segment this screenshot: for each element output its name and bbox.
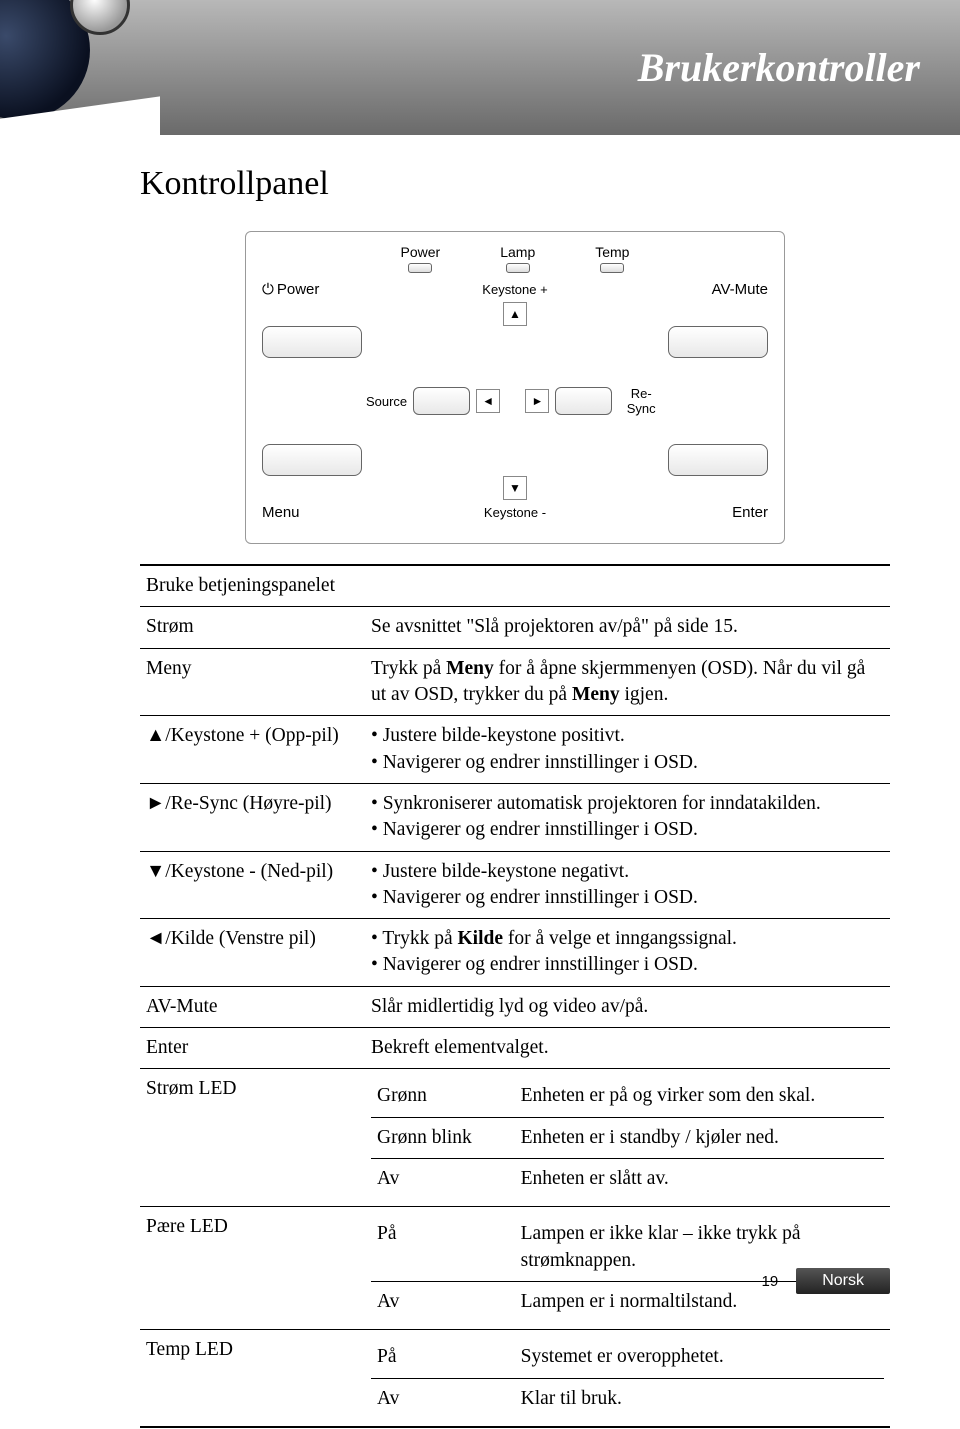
row-desc: • Justere bilde-keystone negativt. • Nav… (365, 851, 890, 919)
arrow-up-icon: ▲ (503, 302, 527, 326)
row-label: Meny (140, 648, 365, 716)
table-row: Temp LED PåSystemet er overopphetet. AvK… (140, 1330, 890, 1427)
led-icon (600, 263, 624, 273)
page-footer: 19 Norsk (762, 1268, 890, 1294)
diagram-label-power: Power (262, 281, 372, 298)
led-label-temp: Temp (595, 244, 629, 260)
arrow-down-icon: ▼ (503, 476, 527, 500)
table-row: Enter Bekreft elementvalget. (140, 1028, 890, 1069)
diagram-button-icon (262, 326, 362, 358)
diagram-label-avmute: AV-Mute (658, 281, 768, 298)
diagram-label-enter: Enter (658, 504, 768, 521)
led-icon (408, 263, 432, 273)
table-row: Meny Trykk på Meny for å åpne skjermmeny… (140, 648, 890, 716)
row-label: ▲/Keystone + (Opp-pil) (140, 716, 365, 784)
diagram-label-menu: Menu (262, 504, 372, 521)
page-header-title: Brukerkontroller (638, 44, 920, 91)
table-row: ◄/Kilde (Venstre pil) • Trykk på Kilde f… (140, 919, 890, 987)
header-band: Brukerkontroller (0, 0, 960, 135)
arrow-right-icon: ► (525, 389, 549, 413)
control-panel-diagram: Power Lamp Temp Power Keystone + AV-Mute… (245, 231, 785, 544)
row-label: Temp LED (140, 1330, 365, 1427)
diagram-button-icon (668, 326, 768, 358)
diagram-button-icon (668, 444, 768, 476)
row-desc: • Trykk på Kilde for å velge et inngangs… (365, 919, 890, 987)
row-desc: Trykk på Meny for å åpne skjermmenyen (O… (365, 648, 890, 716)
led-label-power: Power (401, 244, 441, 260)
row-label: Pære LED (140, 1207, 365, 1330)
table-header: Bruke betjeningspanelet (140, 565, 890, 607)
led-label-lamp: Lamp (500, 244, 535, 260)
table-row: ▼/Keystone - (Ned-pil) • Justere bilde-k… (140, 851, 890, 919)
diagram-button-icon (555, 387, 612, 415)
lens-decoration (0, 0, 160, 135)
info-table: Bruke betjeningspanelet Strøm Se avsnitt… (140, 564, 890, 1428)
row-label: Strøm LED (140, 1069, 365, 1207)
language-tab: Norsk (796, 1268, 890, 1294)
table-row: ▲/Keystone + (Opp-pil) • Justere bilde-k… (140, 716, 890, 784)
diagram-label-source: Source (366, 394, 407, 409)
row-desc: Slår midlertidig lyd og video av/på. (365, 986, 890, 1027)
table-row: Strøm LED GrønnEnheten er på og virker s… (140, 1069, 890, 1207)
led-icon (506, 263, 530, 273)
row-label: ◄/Kilde (Venstre pil) (140, 919, 365, 987)
diagram-label-keystone-minus: Keystone - (372, 505, 658, 520)
arrow-left-icon: ◄ (476, 389, 500, 413)
diagram-button-icon (262, 444, 362, 476)
table-row: ►/Re-Sync (Høyre-pil) • Synkroniserer au… (140, 783, 890, 851)
row-desc: Se avsnittet "Slå projektoren av/på" på … (365, 607, 890, 648)
diagram-label-keystone-plus: Keystone + (372, 282, 658, 297)
row-label: Enter (140, 1028, 365, 1069)
row-label: AV-Mute (140, 986, 365, 1027)
diagram-button-icon (413, 387, 470, 415)
row-label: ►/Re-Sync (Høyre-pil) (140, 783, 365, 851)
table-row: AV-Mute Slår midlertidig lyd og video av… (140, 986, 890, 1027)
row-label: ▼/Keystone - (Ned-pil) (140, 851, 365, 919)
diagram-label-resync: Re-Sync (618, 386, 664, 416)
page-number: 19 (762, 1273, 779, 1290)
row-desc: • Synkroniserer automatisk projektoren f… (365, 783, 890, 851)
row-desc: Bekreft elementvalget. (365, 1028, 890, 1069)
section-title: Kontrollpanel (140, 165, 890, 203)
row-label: Strøm (140, 607, 365, 648)
table-row: Strøm Se avsnittet "Slå projektoren av/p… (140, 607, 890, 648)
row-desc: • Justere bilde-keystone positivt. • Nav… (365, 716, 890, 784)
